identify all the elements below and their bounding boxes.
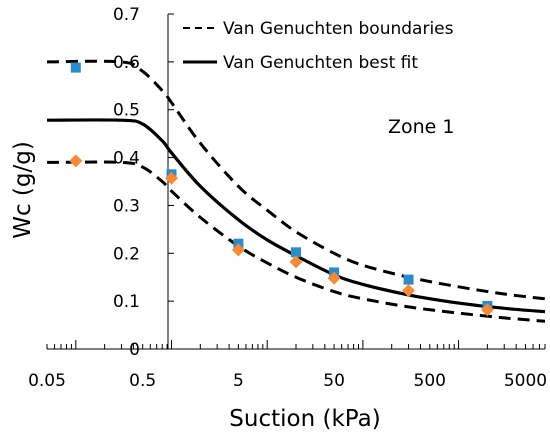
legend-label-boundaries: Van Genuchten boundaries (223, 19, 454, 39)
axes (46, 13, 546, 350)
zone-annotation: Zone 1 (388, 116, 455, 138)
diamond-data-point (402, 284, 416, 298)
square-data-point (403, 274, 414, 285)
y-tick-label: 0 (129, 340, 140, 360)
y-tick-label: 0.3 (113, 196, 140, 216)
x-tick-label: 0.5 (129, 371, 156, 391)
tick-labels: 0.05 0.5 5 50 500 5000 0 0.1 0.2 0.3 0.4 0.5 0.6 0.7 (28, 5, 547, 391)
y-tick-label: 0.4 (113, 149, 140, 169)
y-axis-title: Wc (g/g) (10, 141, 36, 239)
diamond-data-point (165, 171, 178, 185)
x-tick-label: 50 (323, 371, 345, 391)
y-tick-label: 0.6 (113, 53, 140, 73)
x-tick-label: 5 (233, 371, 244, 391)
diamond-data-point (231, 243, 245, 257)
best-fit-line (46, 118, 546, 314)
y-tick-label: 0.1 (113, 292, 140, 312)
x-tick-label: 0.05 (28, 371, 66, 391)
diamond-data-point (289, 255, 303, 269)
diamond-data-point (480, 303, 494, 317)
x-axis-title: Suction (kPa) (229, 406, 380, 432)
legend-label-best-fit: Van Genuchten best fit (223, 53, 418, 73)
series-lines (46, 59, 546, 323)
x-tick-label: 500 (414, 371, 446, 391)
boundary-line (46, 59, 546, 301)
x-tick-label: 5000 (504, 371, 547, 391)
data-points (69, 62, 494, 317)
square-data-point (70, 62, 81, 73)
legend: Van Genuchten boundaries Van Genuchten b… (183, 19, 454, 73)
y-tick-label: 0.7 (113, 5, 140, 25)
diamond-data-point (327, 271, 341, 285)
y-tick-label: 0.5 (113, 101, 140, 121)
boundary-line (46, 160, 546, 323)
y-tick-label: 0.2 (113, 244, 140, 264)
diamond-data-point (69, 154, 83, 168)
square-data-point (291, 247, 301, 258)
